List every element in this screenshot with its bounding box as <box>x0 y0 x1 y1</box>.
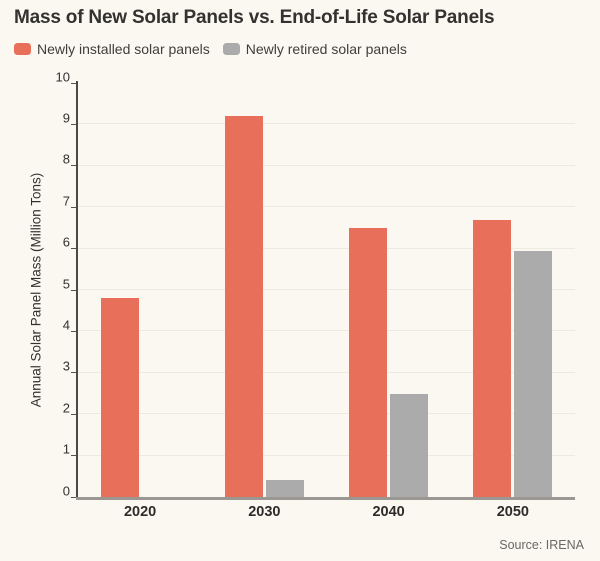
y-tick-mark <box>71 165 77 167</box>
legend-swatch-retired-icon <box>222 43 240 55</box>
plot-area: 0 1 2 3 4 5 6 7 8 9 10 2020 2030 2040 2050 <box>56 70 575 520</box>
y-tick-mark <box>71 413 77 415</box>
y-tick-label: 8 <box>62 151 70 167</box>
legend-label: Newly retired solar panels <box>245 41 407 57</box>
bar[interactable] <box>390 393 429 497</box>
y-tick-label: 6 <box>62 234 70 250</box>
y-tick-mark <box>71 372 77 374</box>
source-note: Source: IRENA <box>499 538 584 552</box>
gridline <box>78 454 575 456</box>
x-tick-label: 2040 <box>372 504 405 520</box>
x-tick-label: 2030 <box>248 504 281 520</box>
y-tick-mark <box>71 455 77 457</box>
bar[interactable] <box>265 480 304 497</box>
legend-item-retired: Newly retired solar panels <box>222 41 407 57</box>
y-tick-mark <box>71 248 77 250</box>
y-tick-mark <box>71 123 77 125</box>
y-tick-label: 0 <box>62 483 70 498</box>
x-tick-label: 2050 <box>496 504 529 520</box>
gridline <box>78 371 575 373</box>
y-tick-mark <box>71 82 77 84</box>
bar-group <box>78 83 202 497</box>
y-tick-mark <box>71 289 77 291</box>
y-tick-label: 2 <box>62 400 70 416</box>
bar[interactable] <box>224 116 263 497</box>
gridline <box>78 164 575 166</box>
legend-item-installed: Newly installed solar panels <box>14 41 210 57</box>
bar[interactable] <box>473 219 512 497</box>
bar[interactable] <box>349 227 388 497</box>
y-tick-label: 7 <box>62 193 70 209</box>
bar-group <box>202 83 326 497</box>
x-axis-line <box>76 497 575 500</box>
x-labels: 2020 2030 2040 2050 <box>78 504 575 520</box>
x-tick-label: 2020 <box>123 504 157 520</box>
legend-swatch-installed-icon <box>14 43 31 55</box>
gridline <box>78 247 575 249</box>
gridline <box>78 289 575 290</box>
legend-label: Newly installed solar panels <box>37 41 210 57</box>
gridline <box>78 330 575 332</box>
bar[interactable] <box>514 250 553 497</box>
legend: Newly installed solar panels Newly retir… <box>14 41 407 57</box>
gridline <box>78 413 575 415</box>
bar[interactable] <box>100 298 139 497</box>
y-tick-mark <box>71 330 77 332</box>
chart-title: Mass of New Solar Panels vs. End-of-Life… <box>14 7 495 28</box>
bar-group <box>327 83 451 497</box>
gridline <box>78 123 575 125</box>
y-tick-label: 3 <box>62 358 70 374</box>
bar-groups <box>78 83 575 497</box>
bar-group <box>451 83 575 497</box>
y-tick-label: 10 <box>55 69 70 84</box>
y-tick-label: 9 <box>62 110 70 126</box>
y-tick-label: 4 <box>62 317 70 333</box>
gridline <box>78 206 575 208</box>
y-axis-line <box>76 81 78 497</box>
y-tick-mark <box>71 496 77 498</box>
y-tick-mark <box>71 206 77 208</box>
y-tick-label: 5 <box>62 276 70 291</box>
y-tick-label: 1 <box>62 441 70 457</box>
